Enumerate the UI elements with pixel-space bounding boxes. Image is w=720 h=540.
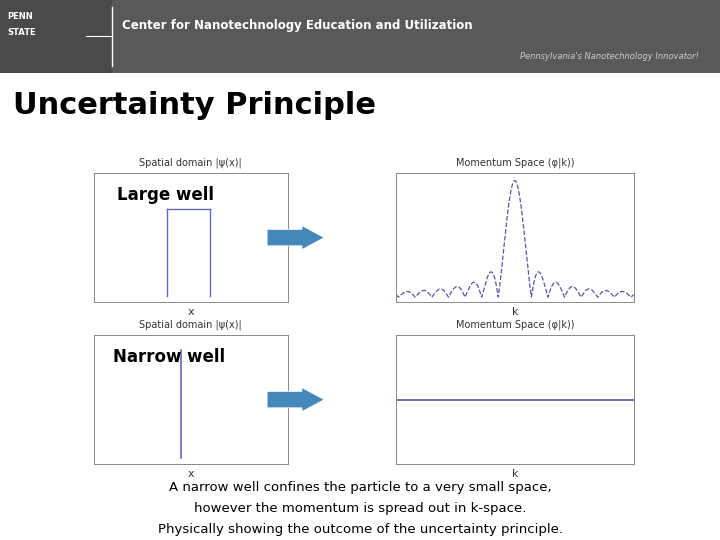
Text: Large well: Large well (117, 186, 214, 204)
Text: Pennsylvania's Nanotechnology Innovator!: Pennsylvania's Nanotechnology Innovator! (520, 52, 698, 62)
Text: A narrow well confines the particle to a very small space,: A narrow well confines the particle to a… (168, 481, 552, 494)
Text: k: k (511, 469, 518, 480)
Text: PENN: PENN (7, 11, 33, 21)
Text: Physically showing the outcome of the uncertainty principle.: Physically showing the outcome of the un… (158, 523, 562, 536)
Text: Momentum Space (φ|k)): Momentum Space (φ|k)) (456, 320, 574, 330)
Text: x: x (187, 469, 194, 480)
Bar (0, 0, 112, 73)
Text: Spatial domain |ψ(x)|: Spatial domain |ψ(x)| (140, 158, 242, 168)
Text: x: x (187, 307, 194, 318)
Text: Spatial domain |ψ(x)|: Spatial domain |ψ(x)| (140, 320, 242, 330)
FancyArrow shape (267, 388, 324, 411)
FancyArrow shape (267, 226, 324, 249)
Text: STATE: STATE (7, 28, 36, 37)
Text: Momentum Space (φ|k)): Momentum Space (φ|k)) (456, 158, 574, 168)
Text: Center for Nanotechnology Education and Utilization: Center for Nanotechnology Education and … (122, 19, 473, 32)
Text: however the momentum is spread out in k-space.: however the momentum is spread out in k-… (194, 502, 526, 515)
Text: Narrow well: Narrow well (113, 348, 225, 366)
Text: Uncertainty Principle: Uncertainty Principle (13, 91, 376, 120)
Text: k: k (511, 307, 518, 318)
